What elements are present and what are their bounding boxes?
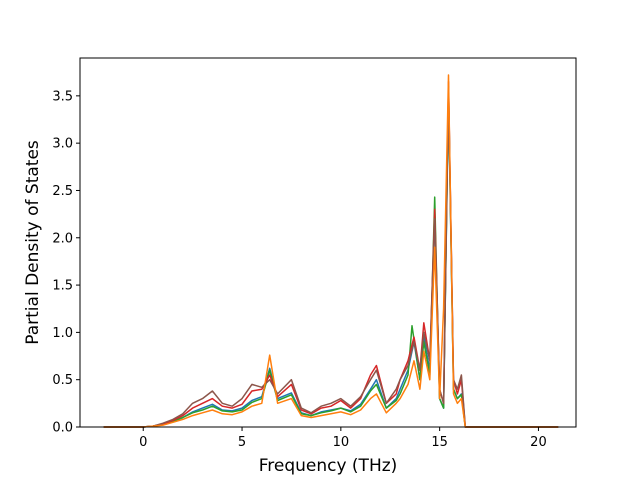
x-tick-label: 20 [530,435,547,450]
y-tick-label: 0.0 [52,421,73,436]
series-line-4 [103,74,559,428]
series-line-0 [103,95,559,428]
x-axis-ticks: 0 5 10 15 20 [139,427,547,450]
y-tick-label: 1.0 [52,326,73,341]
x-tick-label: 10 [333,435,350,450]
series-layer [103,74,559,428]
plot-frame [79,57,577,428]
y-tick-label: 2.5 [52,184,73,199]
y-tick-label: 1.5 [52,279,73,294]
y-tick-label: 2.0 [52,231,73,246]
x-tick-label: 15 [431,435,448,450]
y-tick-label: 3.5 [52,89,73,104]
x-axis-label: Frequency (THz) [259,456,398,476]
y-axis-ticks: 0.0 0.5 1.0 1.5 2.0 2.5 3.0 3.5 [52,89,80,436]
y-tick-label: 3.0 [52,137,73,152]
y-tick-label: 0.5 [52,373,73,388]
series-line-1 [103,90,559,428]
series-line-2 [103,80,559,428]
series-line-3 [103,85,559,428]
x-tick-label: 0 [139,435,147,450]
y-axis-label: Partial Density of States [23,140,43,345]
x-tick-label: 5 [238,435,246,450]
